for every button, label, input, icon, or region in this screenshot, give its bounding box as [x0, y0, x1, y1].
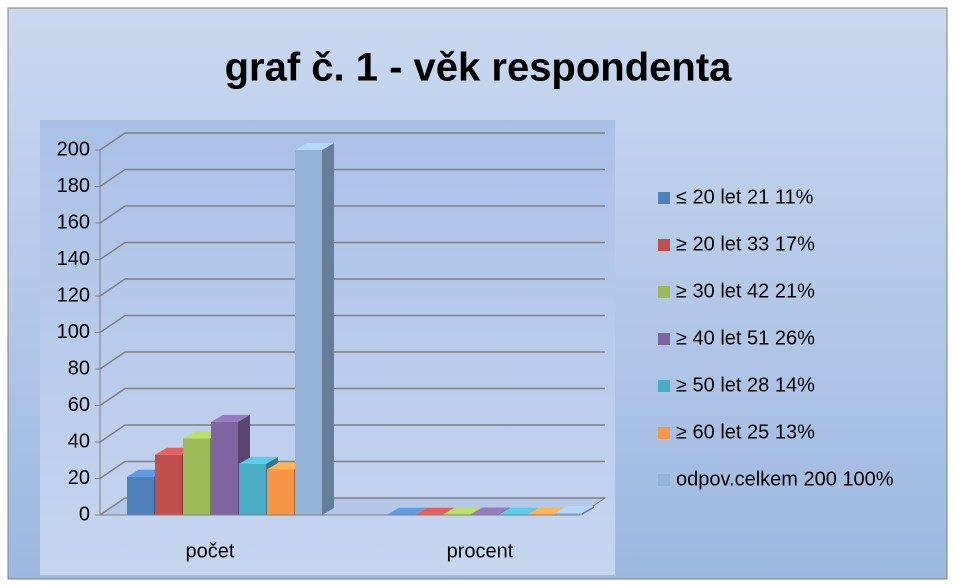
- bar-face: [295, 150, 322, 515]
- bar-face: [267, 469, 294, 515]
- y-tick-label: 200: [57, 138, 90, 160]
- bar-face: [183, 438, 210, 515]
- bar-face: [155, 455, 182, 515]
- chart-title: graf č. 1 - věk respondenta: [225, 46, 733, 90]
- bar-face: [322, 143, 334, 515]
- legend-swatch: [658, 286, 670, 298]
- legend-label: ≥ 30 let 42 21%: [676, 280, 815, 302]
- legend-label: odpov.celkem 200 100%: [676, 468, 894, 490]
- y-tick-label: 160: [57, 211, 90, 233]
- bar: [295, 143, 334, 515]
- legend-swatch: [658, 474, 670, 486]
- y-tick-label: 60: [68, 394, 90, 416]
- legend-label: ≥ 20 let 33 17%: [676, 233, 815, 255]
- bar-face: [211, 422, 238, 515]
- y-tick-label: 80: [68, 357, 90, 379]
- y-tick-label: 40: [68, 430, 90, 452]
- legend-swatch: [658, 333, 670, 345]
- y-tick-label: 120: [57, 284, 90, 306]
- legend-label: ≥ 40 let 51 26%: [676, 327, 815, 349]
- y-tick-label: 100: [57, 321, 90, 343]
- legend-swatch: [658, 239, 670, 251]
- legend-label: ≥ 60 let 25 13%: [676, 421, 815, 443]
- bar-face: [127, 477, 154, 515]
- bar-face: [239, 464, 266, 515]
- y-tick-label: 0: [79, 503, 90, 525]
- y-tick-label: 20: [68, 467, 90, 489]
- x-tick-label: počet: [186, 540, 235, 562]
- y-tick-label: 180: [57, 175, 90, 197]
- y-tick-label: 140: [57, 248, 90, 270]
- legend-swatch: [658, 380, 670, 392]
- legend-swatch: [658, 427, 670, 439]
- legend-label: ≥ 50 let 28 14%: [676, 374, 815, 396]
- legend-swatch: [658, 192, 670, 204]
- x-tick-label: procent: [447, 540, 514, 562]
- legend-label: ≤ 20 let 21 11%: [676, 186, 814, 208]
